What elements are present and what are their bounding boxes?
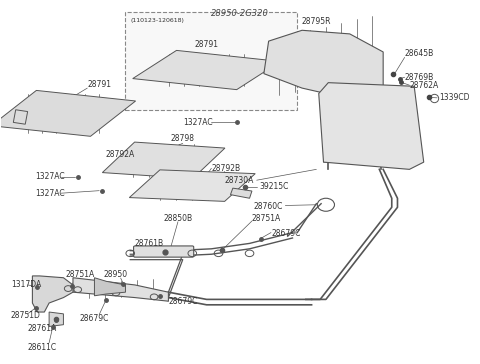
Text: 28730A: 28730A bbox=[225, 176, 254, 185]
Text: 28769B: 28769B bbox=[405, 73, 434, 82]
Text: 1327AC: 1327AC bbox=[35, 172, 64, 181]
Text: 28751D: 28751D bbox=[11, 311, 41, 320]
Text: 28751A: 28751A bbox=[65, 270, 95, 278]
Text: 28760C: 28760C bbox=[253, 202, 283, 211]
Text: 1327AC: 1327AC bbox=[183, 118, 212, 127]
Text: 1317DA: 1317DA bbox=[11, 280, 41, 289]
Text: 28950: 28950 bbox=[104, 270, 128, 278]
Text: 28792A: 28792A bbox=[106, 150, 135, 159]
Text: 28850B: 28850B bbox=[163, 214, 192, 223]
Text: (110123-120618): (110123-120618) bbox=[130, 17, 184, 23]
Text: 28795R: 28795R bbox=[301, 17, 331, 26]
Text: 28679C: 28679C bbox=[168, 297, 198, 306]
Polygon shape bbox=[95, 278, 125, 296]
FancyBboxPatch shape bbox=[133, 246, 194, 257]
Text: 28761B: 28761B bbox=[135, 239, 164, 248]
Polygon shape bbox=[319, 83, 424, 169]
Polygon shape bbox=[13, 110, 28, 124]
Text: 28645B: 28645B bbox=[405, 49, 434, 58]
Polygon shape bbox=[102, 142, 225, 179]
Text: 1327AC: 1327AC bbox=[35, 189, 64, 198]
Polygon shape bbox=[0, 90, 136, 136]
Polygon shape bbox=[132, 50, 280, 90]
FancyBboxPatch shape bbox=[125, 12, 297, 110]
Text: 28950-2G320: 28950-2G320 bbox=[211, 9, 269, 17]
Polygon shape bbox=[264, 30, 383, 99]
Text: 28791: 28791 bbox=[194, 40, 218, 49]
Text: 1339CD: 1339CD bbox=[440, 93, 470, 102]
Text: 39215C: 39215C bbox=[259, 182, 288, 191]
Text: 28792B: 28792B bbox=[211, 164, 240, 173]
Text: 28679C: 28679C bbox=[271, 229, 300, 238]
Polygon shape bbox=[230, 188, 252, 198]
Text: 28798: 28798 bbox=[171, 134, 195, 143]
Text: 28679C: 28679C bbox=[80, 314, 109, 323]
Polygon shape bbox=[129, 170, 255, 201]
Text: 28761A: 28761A bbox=[27, 324, 57, 333]
Text: 28791: 28791 bbox=[87, 80, 111, 89]
Polygon shape bbox=[73, 278, 168, 301]
Text: 28762A: 28762A bbox=[409, 82, 439, 90]
Polygon shape bbox=[33, 276, 73, 312]
Text: 28611C: 28611C bbox=[27, 343, 57, 352]
Text: 28751A: 28751A bbox=[252, 214, 281, 223]
Polygon shape bbox=[49, 312, 63, 327]
